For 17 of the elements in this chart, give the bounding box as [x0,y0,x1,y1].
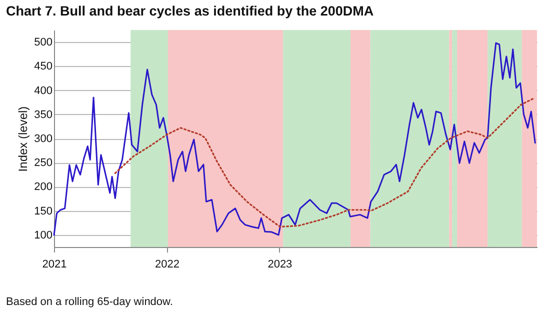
text: Based on a rolling 65-day window. [6,296,173,308]
y-tick-label: 400 [34,84,52,97]
y-tick-label: 200 [34,181,52,194]
y-tick-label: 450 [34,60,52,73]
y-tick-label: 350 [34,108,52,121]
line-series [53,42,536,236]
y-tick-label: 250 [34,157,52,170]
x-tick-label: 2023 [268,258,292,270]
y-tick-label: 300 [34,133,52,145]
y-tick-label: 500 [34,36,52,49]
x-tick-label: 2021 [42,258,67,270]
y-tick-label: 150 [34,205,52,218]
x-tick-label: 2022 [154,258,180,270]
chart-title: Chart 7. Bull and bear cycles as identified by the 200DMA [6,4,374,18]
line-series [114,97,536,228]
y-axis-title: Index (level) [16,106,30,172]
y-tick-label: 100 [34,229,52,242]
